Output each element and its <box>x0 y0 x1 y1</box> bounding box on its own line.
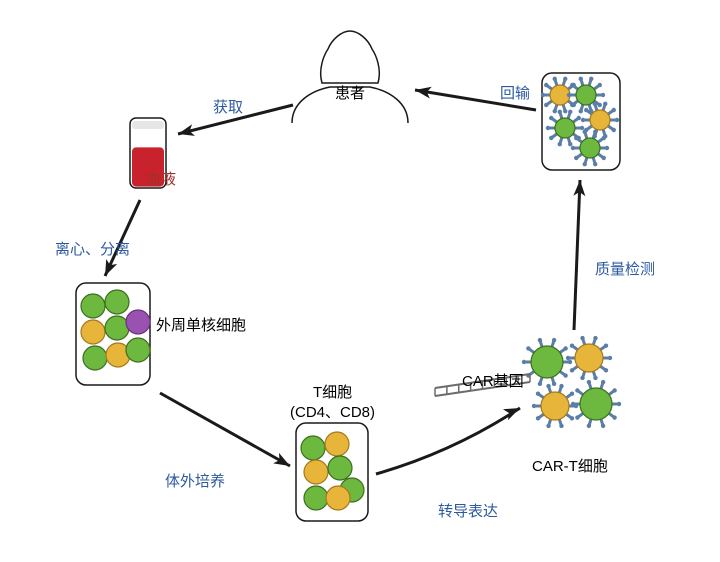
label-tcell-sub: (CD4、CD8) <box>290 401 375 422</box>
cart-cluster <box>522 336 621 428</box>
cell <box>105 316 129 340</box>
cell <box>126 338 150 362</box>
cell <box>326 486 350 510</box>
cell <box>301 436 325 460</box>
cell <box>105 290 129 314</box>
arrow-pbmc-to-tcell <box>160 393 290 466</box>
cell <box>304 486 328 510</box>
cart-cell <box>532 384 578 428</box>
final-box <box>542 73 620 170</box>
cart-cell <box>571 130 609 167</box>
cell <box>83 346 107 370</box>
cell <box>328 456 352 480</box>
cell <box>81 320 105 344</box>
arrowhead <box>503 408 520 420</box>
cart-cell <box>566 336 612 380</box>
label-car-gene: CAR基因 <box>462 370 524 391</box>
cell <box>106 343 130 367</box>
label-centrifuge: 离心、分离 <box>55 238 130 259</box>
label-tcell: T细胞 <box>313 381 352 402</box>
arrowhead <box>573 180 585 196</box>
label-pbmc: 外周单核细胞 <box>156 314 246 335</box>
arrow-cart-to-final <box>574 180 580 330</box>
tcell-box <box>296 423 368 521</box>
cell <box>340 478 364 502</box>
label-patient: 患者 <box>335 82 365 103</box>
arrowhead <box>178 124 195 136</box>
arrowhead <box>415 87 432 99</box>
cart-cell <box>571 380 621 428</box>
label-acquire: 获取 <box>213 96 243 117</box>
cart-cell <box>546 110 584 147</box>
label-culture: 体外培养 <box>165 470 225 491</box>
label-cart-cell: CAR-T细胞 <box>532 455 608 476</box>
cart-cell <box>567 77 605 114</box>
arrowhead <box>105 259 117 276</box>
label-infusion: 回输 <box>500 82 530 103</box>
label-transduce: 转导表达 <box>438 500 498 521</box>
cell <box>325 432 349 456</box>
cart-cell <box>581 102 619 139</box>
patient-icon <box>292 31 408 123</box>
cell <box>126 310 150 334</box>
cell <box>304 460 328 484</box>
arrowhead <box>273 453 290 466</box>
label-blood: 血液 <box>146 168 176 189</box>
pbmc-box <box>76 283 150 385</box>
label-quality: 质量检测 <box>595 258 655 279</box>
cart-cell <box>522 338 572 386</box>
cart-cell <box>541 77 579 114</box>
cell <box>81 294 105 318</box>
arrow-tcell-to-cart <box>376 408 520 474</box>
